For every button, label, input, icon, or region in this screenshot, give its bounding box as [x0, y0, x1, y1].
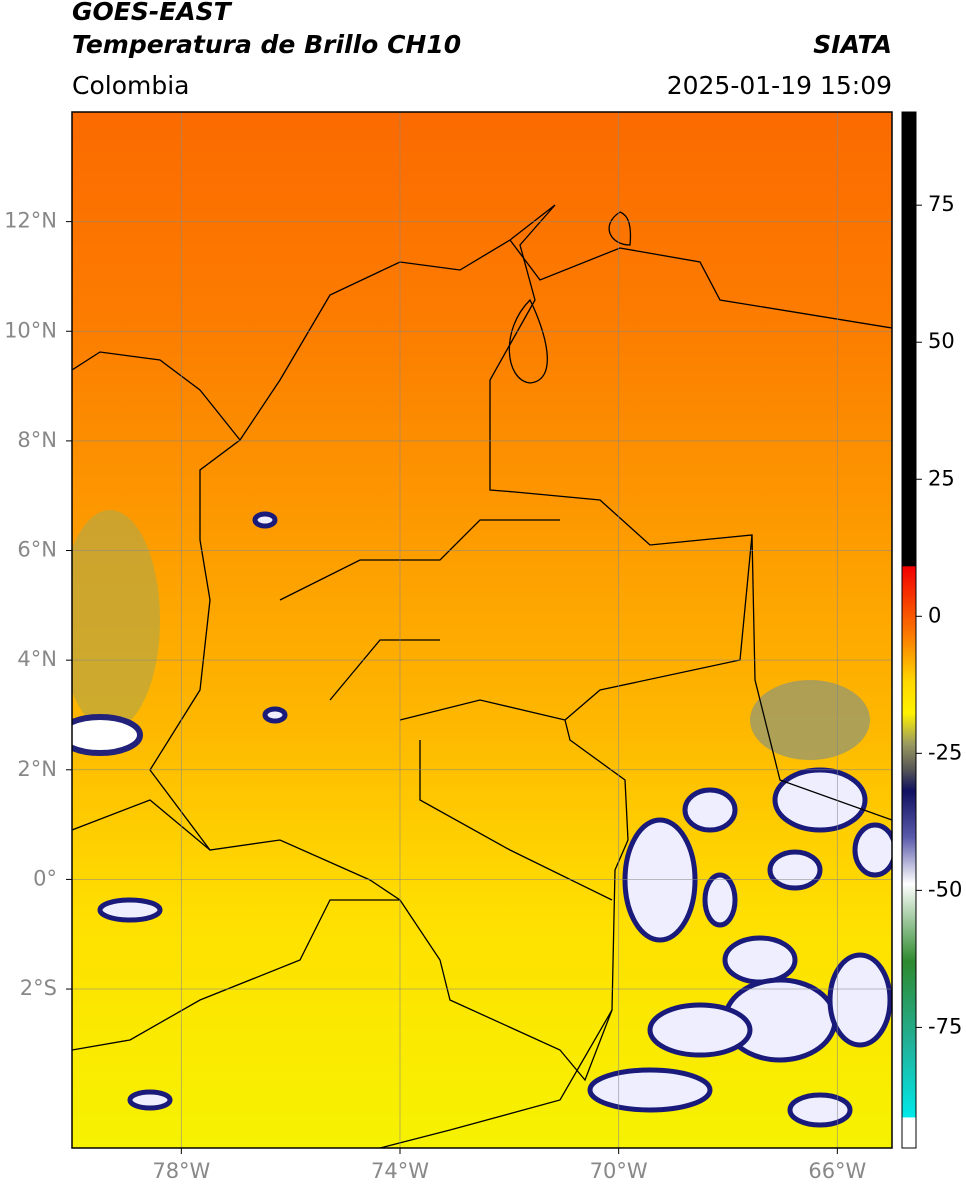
lon-tick-label: 74°W	[371, 1159, 429, 1183]
colorbar-tick-label: 50	[928, 329, 955, 353]
product: Temperatura de Brillo CH10	[72, 30, 461, 59]
lat-tick-label: 2°S	[20, 976, 57, 1000]
source: SIATA	[813, 30, 892, 59]
colorbar-tick-label: -25	[928, 740, 962, 764]
lat-tick-label: 2°N	[17, 757, 57, 781]
lat-tick-label: 12°N	[4, 209, 57, 233]
colorbar-tick-label: 0	[928, 603, 941, 627]
colorbar-tick-label: -50	[928, 877, 962, 901]
map-frame	[71, 111, 893, 1149]
lat-tick-label: 10°N	[4, 318, 57, 342]
borders	[72, 204, 892, 1148]
cloud-patch	[750, 680, 870, 760]
region: Colombia	[72, 71, 189, 100]
lat-tick-label: 6°N	[17, 538, 57, 562]
graticule	[72, 112, 892, 1148]
satellite: GOES-EAST	[72, 0, 233, 26]
colorbar-tick-label: 75	[928, 192, 955, 216]
cloud-cluster	[97, 511, 892, 1128]
lon-tick-label: 70°W	[590, 1159, 648, 1183]
satellite-image	[72, 112, 892, 1148]
lat-tick-label: 8°N	[17, 428, 57, 452]
cloud-patch	[72, 714, 143, 756]
colorbar-tick-label: 25	[928, 466, 955, 490]
lat-tick-label: 4°N	[17, 647, 57, 671]
lat-tick-label: 0°	[33, 866, 57, 890]
colorbar-tick-label: -75	[928, 1014, 962, 1038]
datetime: 2025-01-19 15:09	[667, 71, 892, 100]
lon-tick-label: 66°W	[808, 1159, 866, 1183]
colorbar	[901, 111, 917, 1149]
lon-tick-label: 78°W	[152, 1159, 210, 1183]
cloud-patch	[72, 510, 160, 730]
